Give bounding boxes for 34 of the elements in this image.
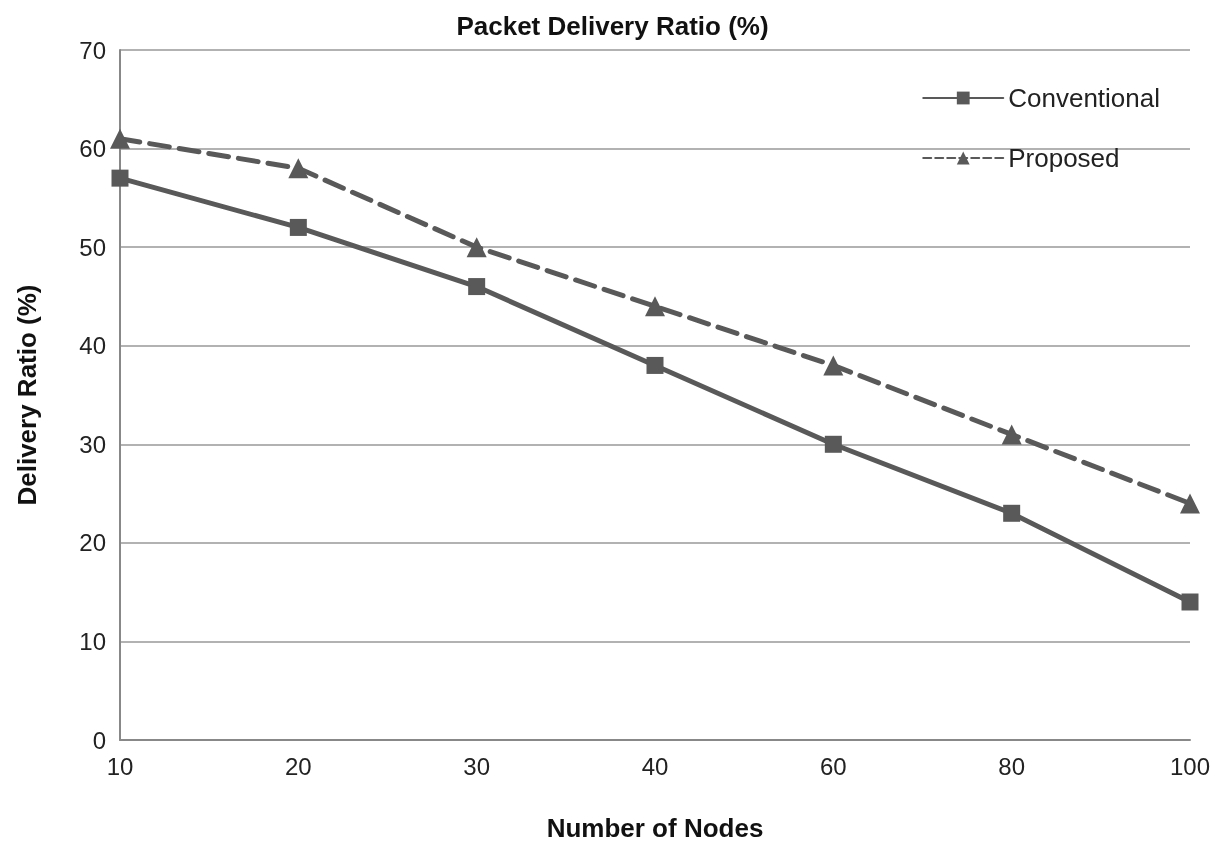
point (824, 435, 842, 453)
x-tick-label: 80 (998, 752, 1026, 780)
point (645, 296, 665, 317)
y-tick-label: 50 (79, 233, 106, 261)
x-tick-label: 100 (1169, 752, 1211, 780)
point (1001, 424, 1022, 445)
point (468, 278, 486, 296)
legend-label: Proposed (1008, 143, 1120, 173)
y-tick-label: 10 (79, 627, 106, 655)
y-tick-label: 70 (79, 36, 106, 64)
point (1181, 593, 1199, 611)
x-tick-label: 30 (463, 752, 491, 780)
y-tick-label: 30 (79, 430, 106, 458)
x-tick-label: 40 (641, 752, 669, 780)
point (288, 158, 309, 179)
chart-title: Packet Delivery Ratio (%) (456, 11, 769, 41)
point (111, 169, 129, 187)
y-tick-label: 40 (79, 332, 106, 360)
point (823, 355, 844, 376)
point (289, 218, 307, 236)
x-tick-label: 60 (819, 752, 847, 780)
y-tick-label: 0 (92, 726, 106, 754)
point (646, 356, 664, 374)
x-tick-label: 20 (284, 752, 312, 780)
point (110, 128, 130, 149)
legend-label: Conventional (1008, 83, 1161, 113)
point (1003, 504, 1021, 522)
point (466, 237, 487, 258)
x-axis-title: Number of Nodes (546, 813, 764, 843)
x-tick-label: 10 (106, 752, 134, 780)
y-axis-title: Delivery Ratio (%) (12, 284, 42, 506)
point (1180, 493, 1200, 514)
y-tick-label: 20 (79, 529, 106, 557)
y-tick-label: 60 (79, 135, 106, 163)
